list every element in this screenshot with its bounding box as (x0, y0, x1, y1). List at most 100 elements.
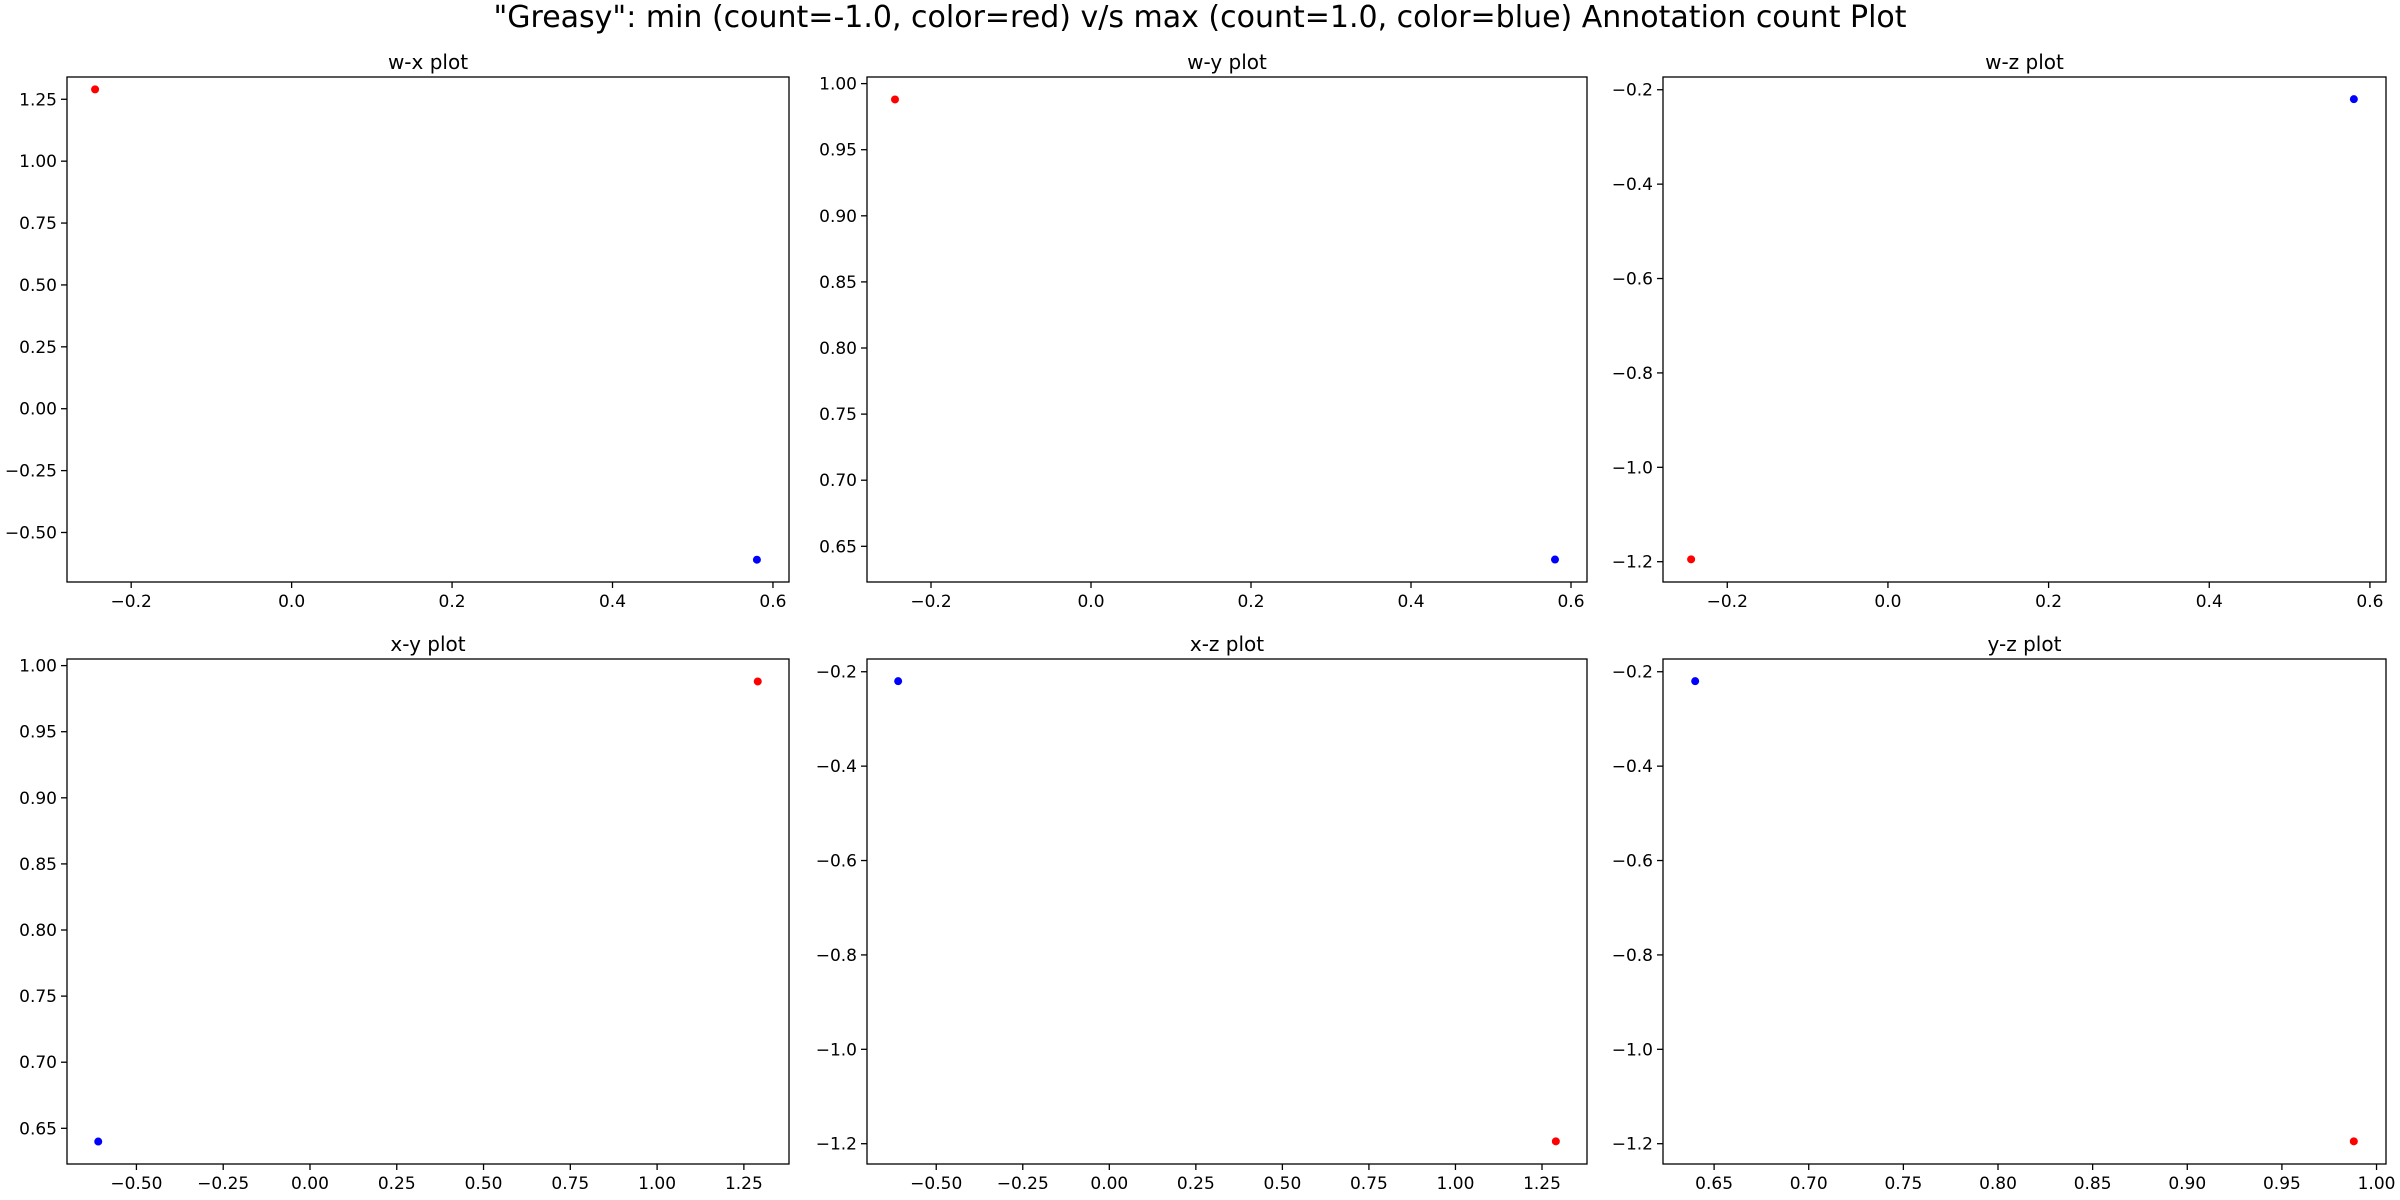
subplot-title: w-z plot (1985, 50, 2064, 74)
x-tick-label: −0.25 (197, 1174, 249, 1194)
y-tick-label: 0.80 (19, 921, 57, 941)
scatter-point (2349, 1137, 2358, 1146)
subplot: y-z plot 0.65 0.70 0.75 0.80 0.85 0.90 0.95 1.00… (1612, 632, 2396, 1194)
x-tick-label: 0.00 (291, 1174, 329, 1194)
scatter-point (1551, 1137, 1560, 1146)
x-tick-label: 0.0 (1077, 592, 1104, 612)
axes-frame (1662, 76, 2387, 583)
y-tick-label: 0.65 (19, 1119, 57, 1139)
x-tick-label: 0.50 (1263, 1174, 1301, 1194)
y-tick-label: 0.00 (19, 400, 57, 420)
axes-frame (866, 658, 1588, 1165)
y-tick-label: −1.2 (1612, 553, 1653, 573)
axes-frame (66, 658, 790, 1165)
x-tick-label: 0.25 (1177, 1174, 1215, 1194)
x-tick-label: 0.90 (2168, 1174, 2206, 1194)
y-tick-label: 0.65 (819, 537, 857, 557)
x-tick-label: 0.6 (1557, 592, 1584, 612)
subplot: w-z plot −0.2 0.0 0.2 0.4 0.6 −1.2 −1.0 −0.8 −0.6… (1612, 50, 2387, 612)
subplot: x-y plot −0.50 −0.25 0.00 0.25 0.50 0.75 1.00 1.… (19, 632, 790, 1194)
x-tick-label: −0.50 (910, 1174, 962, 1194)
axes-frame (866, 76, 1588, 583)
y-tick-label: 1.00 (819, 75, 857, 95)
x-tick-label: 0.6 (2356, 592, 2383, 612)
x-tick-label: 0.85 (2074, 1174, 2112, 1194)
y-tick-label: 1.00 (19, 657, 57, 677)
x-tick-label: −0.25 (997, 1174, 1049, 1194)
x-tick-label: 0.2 (2035, 592, 2062, 612)
y-tick-label: 0.75 (819, 405, 857, 425)
y-tick-label: −0.25 (5, 462, 57, 482)
axes-frame (1662, 658, 2387, 1165)
x-tick-label: 0.0 (1874, 592, 1901, 612)
x-tick-label: 0.4 (2196, 592, 2223, 612)
x-tick-label: 0.80 (1979, 1174, 2017, 1194)
y-tick-label: 1.00 (19, 152, 57, 172)
scatter-point (1691, 677, 1700, 686)
y-tick-label: 0.75 (19, 987, 57, 1007)
y-tick-label: −0.8 (1612, 364, 1653, 384)
y-tick-label: 1.25 (19, 90, 57, 110)
y-tick-label: −0.4 (816, 757, 857, 777)
x-tick-label: 1.00 (2358, 1174, 2396, 1194)
scatter-point (1687, 555, 1696, 564)
y-tick-label: −0.6 (1612, 852, 1653, 872)
x-tick-label: 0.00 (1090, 1174, 1128, 1194)
x-tick-label: 1.00 (1437, 1174, 1475, 1194)
y-tick-label: 0.70 (19, 1053, 57, 1073)
x-tick-label: −0.2 (1707, 592, 1748, 612)
y-tick-label: 0.80 (819, 339, 857, 359)
y-tick-label: 0.85 (819, 273, 857, 293)
subplot: w-y plot −0.2 0.0 0.2 0.4 0.6 0.65 0.70 0.75 0.80… (819, 50, 1588, 612)
y-tick-label: −1.0 (816, 1040, 857, 1060)
x-tick-label: 1.25 (725, 1174, 763, 1194)
y-tick-label: 0.70 (819, 471, 857, 491)
scatter-point (753, 677, 762, 686)
axes-frame (66, 76, 790, 583)
x-tick-label: 0.75 (1350, 1174, 1388, 1194)
x-tick-label: 0.70 (1790, 1174, 1828, 1194)
x-tick-label: 0.95 (2263, 1174, 2301, 1194)
y-tick-label: −0.6 (816, 852, 857, 872)
x-tick-label: 0.50 (465, 1174, 503, 1194)
scatter-point (2349, 95, 2358, 104)
x-tick-label: −0.2 (910, 592, 951, 612)
x-tick-label: 0.0 (278, 592, 305, 612)
y-tick-label: −0.8 (1612, 946, 1653, 966)
x-tick-label: 0.4 (599, 592, 626, 612)
y-tick-label: −0.2 (1612, 81, 1653, 101)
x-tick-label: 0.75 (551, 1174, 589, 1194)
subplot-title: x-z plot (1190, 632, 1264, 656)
scatter-point (752, 555, 761, 564)
scatter-point (891, 95, 899, 104)
y-tick-label: 0.75 (19, 214, 57, 234)
x-tick-label: 1.00 (638, 1174, 676, 1194)
y-tick-label: 0.95 (19, 723, 57, 743)
subplot: w-x plot −0.2 0.0 0.2 0.4 0.6 −0.50 −0.25 0.00 0.… (5, 50, 790, 612)
x-tick-label: 0.4 (1397, 592, 1424, 612)
y-tick-label: −1.2 (816, 1135, 857, 1155)
x-tick-label: 1.25 (1523, 1174, 1561, 1194)
y-tick-label: 0.25 (19, 338, 57, 358)
scatter-point (94, 1137, 103, 1146)
subplot: x-z plot −0.50 −0.25 0.00 0.25 0.50 0.75 1.00 1.… (816, 632, 1588, 1194)
y-tick-label: −1.0 (1612, 458, 1653, 478)
y-tick-label: −1.2 (1612, 1135, 1653, 1155)
y-tick-label: −0.4 (1612, 175, 1653, 195)
y-tick-label: 0.95 (819, 141, 857, 161)
scatter-point (894, 677, 903, 686)
y-tick-label: 0.90 (819, 207, 857, 227)
x-tick-label: −0.50 (110, 1174, 162, 1194)
subplot-title: x-y plot (390, 632, 465, 656)
x-tick-label: 0.65 (1695, 1174, 1733, 1194)
y-tick-label: 0.90 (19, 789, 57, 809)
scatter-point (1551, 555, 1559, 564)
y-tick-label: −1.0 (1612, 1040, 1653, 1060)
y-tick-label: −0.8 (816, 946, 857, 966)
subplot-title: w-y plot (1187, 50, 1267, 74)
subplot-title: y-z plot (1988, 632, 2062, 656)
y-tick-label: −0.2 (816, 663, 857, 683)
figure-title: "Greasy": min (count=-1.0, color=red) v/… (493, 0, 1906, 35)
x-tick-label: 0.75 (1884, 1174, 1922, 1194)
